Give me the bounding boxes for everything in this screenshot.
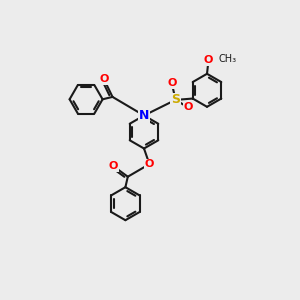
Text: N: N xyxy=(139,109,149,122)
Text: S: S xyxy=(171,93,180,106)
Text: O: O xyxy=(145,159,154,169)
Text: O: O xyxy=(167,78,177,88)
Text: O: O xyxy=(109,161,118,171)
Text: O: O xyxy=(204,55,213,65)
Text: O: O xyxy=(99,74,109,85)
Text: CH₃: CH₃ xyxy=(219,54,237,64)
Text: O: O xyxy=(183,102,193,112)
